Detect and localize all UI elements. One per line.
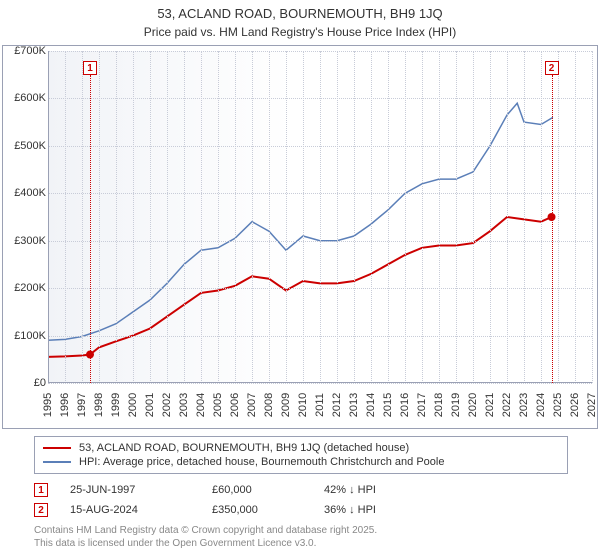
data-table: 1 25-JUN-1997 £60,000 42% ↓ HPI 2 15-AUG… [34, 480, 568, 520]
x-tick-label: 2004 [195, 389, 207, 421]
x-tick-label: 1997 [76, 389, 88, 421]
chart-container: 53, ACLAND ROAD, BOURNEMOUTH, BH9 1JQ Pr… [0, 0, 600, 560]
x-tick-label: 2015 [382, 389, 394, 421]
sale-date: 15-AUG-2024 [70, 504, 190, 516]
sale-price: £60,000 [212, 484, 302, 496]
x-tick-label: 2013 [348, 389, 360, 421]
x-tick-label: 2007 [246, 389, 258, 421]
sale-date: 25-JUN-1997 [70, 484, 190, 496]
x-tick-label: 2002 [161, 389, 173, 421]
legend-item: HPI: Average price, detached house, Bour… [43, 455, 559, 469]
x-tick-label: 2009 [280, 389, 292, 421]
x-tick-label: 2020 [467, 389, 479, 421]
y-tick-label: £100K [2, 330, 46, 342]
legend-label: 53, ACLAND ROAD, BOURNEMOUTH, BH9 1JQ (d… [79, 442, 409, 454]
x-tick-label: 1996 [59, 389, 71, 421]
x-tick-label: 2001 [144, 389, 156, 421]
x-tick-label: 1998 [93, 389, 105, 421]
x-tick-label: 1999 [110, 389, 122, 421]
x-tick-label: 2018 [433, 389, 445, 421]
chart-marker-badge: 2 [545, 61, 559, 75]
y-tick-label: £700K [2, 45, 46, 57]
x-tick-label: 2019 [450, 389, 462, 421]
x-tick-label: 2005 [212, 389, 224, 421]
x-tick-label: 2022 [501, 389, 513, 421]
legend: 53, ACLAND ROAD, BOURNEMOUTH, BH9 1JQ (d… [34, 436, 568, 474]
x-axis [48, 382, 592, 383]
y-tick-label: £200K [2, 282, 46, 294]
x-tick-label: 2021 [484, 389, 496, 421]
y-tick-label: £500K [2, 140, 46, 152]
marker-badge: 2 [34, 503, 48, 517]
marker-badge: 1 [34, 483, 48, 497]
x-tick-label: 2017 [416, 389, 428, 421]
data-row: 1 25-JUN-1997 £60,000 42% ↓ HPI [34, 480, 568, 500]
x-tick-label: 2010 [297, 389, 309, 421]
legend-swatch [43, 461, 71, 463]
x-tick-label: 2003 [178, 389, 190, 421]
y-tick-label: £0 [2, 377, 46, 389]
footer-attribution: Contains HM Land Registry data © Crown c… [34, 524, 568, 550]
x-tick-label: 2000 [127, 389, 139, 421]
chart-area: £0 £100K £200K £300K £400K £500K £600K £700K 19… [2, 45, 598, 429]
sale-price: £350,000 [212, 504, 302, 516]
chart-subtitle: Price paid vs. HM Land Registry's House … [0, 21, 600, 45]
x-tick-label: 2012 [331, 389, 343, 421]
data-row: 2 15-AUG-2024 £350,000 36% ↓ HPI [34, 500, 568, 520]
legend-label: HPI: Average price, detached house, Bour… [79, 456, 444, 468]
chart-marker-badge: 1 [83, 61, 97, 75]
x-tick-label: 2008 [263, 389, 275, 421]
y-tick-label: £300K [2, 235, 46, 247]
x-tick-label: 2014 [365, 389, 377, 421]
chart-title: 53, ACLAND ROAD, BOURNEMOUTH, BH9 1JQ [0, 0, 600, 21]
x-tick-label: 2024 [535, 389, 547, 421]
x-tick-label: 2026 [569, 389, 581, 421]
x-tick-label: 2011 [314, 389, 326, 421]
y-tick-label: £600K [2, 92, 46, 104]
y-axis [48, 51, 49, 383]
x-tick-label: 2006 [229, 389, 241, 421]
legend-swatch [43, 447, 71, 449]
x-tick-label: 2027 [586, 389, 598, 421]
y-tick-label: £400K [2, 187, 46, 199]
sale-pct: 36% ↓ HPI [324, 504, 424, 516]
plot-area [48, 51, 592, 383]
x-tick-label: 2023 [518, 389, 530, 421]
legend-item: 53, ACLAND ROAD, BOURNEMOUTH, BH9 1JQ (d… [43, 441, 559, 455]
sale-pct: 42% ↓ HPI [324, 484, 424, 496]
x-tick-label: 2025 [552, 389, 564, 421]
x-tick-label: 1995 [42, 389, 54, 421]
x-tick-label: 2016 [399, 389, 411, 421]
